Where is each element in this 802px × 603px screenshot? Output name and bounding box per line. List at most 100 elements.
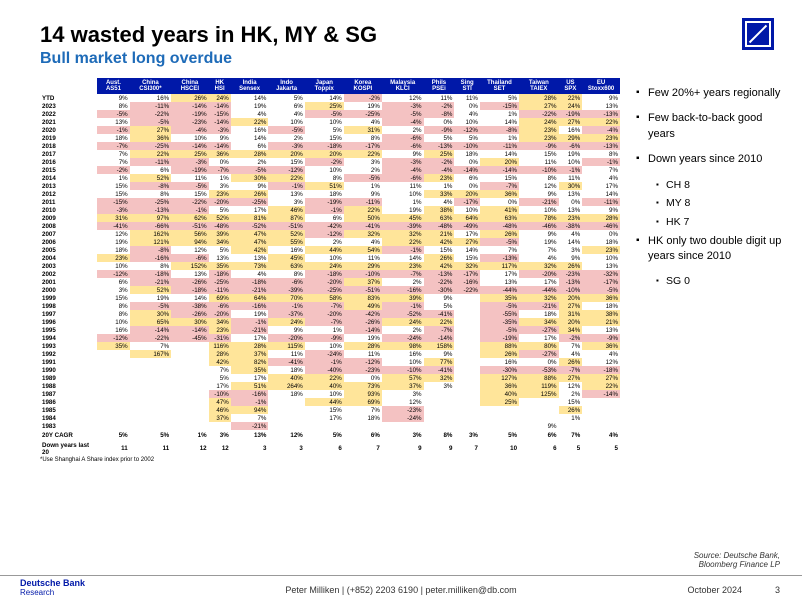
table-cell: 2013 bbox=[40, 182, 97, 190]
table-row: 1994-12%-22%-45%-31%17%-20%-9%19%-24%-14… bbox=[40, 334, 620, 342]
table-cell: -26% bbox=[171, 310, 208, 318]
summary-cell: 12% bbox=[268, 430, 304, 440]
table-cell: 37% bbox=[344, 278, 382, 286]
table-cell: 16% bbox=[268, 246, 304, 254]
table-cell: 31% bbox=[344, 126, 382, 134]
table-cell: -16% bbox=[454, 278, 480, 286]
bullet-level1: Down years since 2010 bbox=[636, 152, 786, 167]
table-cell: 10% bbox=[582, 254, 620, 262]
table-cell: 10% bbox=[305, 118, 344, 126]
table-cell: 2019 bbox=[40, 134, 97, 142]
table-cell: -42% bbox=[305, 222, 344, 230]
table-cell: -14% bbox=[582, 390, 620, 398]
table-cell: -14% bbox=[454, 166, 480, 174]
table-cell bbox=[424, 422, 455, 430]
table-cell: 37% bbox=[209, 414, 231, 422]
table-cell: -66% bbox=[130, 222, 171, 230]
table-cell: 88% bbox=[519, 374, 559, 382]
page-subtitle: Bull market long overdue bbox=[40, 50, 232, 68]
table-cell: -16% bbox=[382, 286, 424, 294]
table-cell: 2011 bbox=[40, 198, 97, 206]
table-cell: -1% bbox=[171, 206, 208, 214]
table-cell: -5% bbox=[171, 182, 208, 190]
table-cell: 37% bbox=[382, 382, 424, 390]
table-row: 199516%-14%-14%23%-21%9%1%-14%2%-7%-5%-2… bbox=[40, 326, 620, 334]
table-cell: -10% bbox=[382, 366, 424, 374]
table-cell: 94% bbox=[171, 238, 208, 246]
table-cell: 2% bbox=[382, 326, 424, 334]
table-cell: 5% bbox=[209, 246, 231, 254]
table-cell: 11% bbox=[519, 158, 559, 166]
table-cell: 4% bbox=[454, 110, 480, 118]
table-cell: 1996 bbox=[40, 318, 97, 326]
table-cell: 23% bbox=[559, 214, 583, 222]
table-cell: 39% bbox=[209, 230, 231, 238]
table-cell: -7% bbox=[480, 182, 519, 190]
table-cell: 3% bbox=[344, 158, 382, 166]
table-cell: 4% bbox=[559, 350, 583, 358]
table-cell: -14% bbox=[171, 142, 208, 150]
table-cell bbox=[209, 422, 231, 430]
table-cell: 1993 bbox=[40, 342, 97, 350]
table-cell: -18% bbox=[130, 270, 171, 278]
table-cell: 0% bbox=[344, 374, 382, 382]
table-row: 201918%36%10%9%14%2%15%8%-6%5%5%1%23%29%… bbox=[40, 134, 620, 142]
table-cell: 1% bbox=[559, 414, 583, 422]
table-cell: 18% bbox=[582, 302, 620, 310]
table-cell: -26% bbox=[344, 318, 382, 326]
summary-cell: 1% bbox=[171, 430, 208, 440]
table-cell: 8% bbox=[582, 150, 620, 158]
table-cell: 1985 bbox=[40, 406, 97, 414]
table-cell: -10% bbox=[559, 286, 583, 294]
table-cell bbox=[519, 398, 559, 406]
table-cell: -40% bbox=[305, 366, 344, 374]
summary-cell: 7 bbox=[344, 440, 382, 457]
table-cell: 152% bbox=[171, 262, 208, 270]
table-cell: 9% bbox=[344, 190, 382, 198]
summary-cell: 5% bbox=[480, 430, 519, 440]
column-header: Indo Jakarta bbox=[268, 78, 304, 94]
table-cell: 17% bbox=[209, 382, 231, 390]
table-cell: 7% bbox=[519, 246, 559, 254]
table-cell: 4% bbox=[231, 110, 269, 118]
table-cell: 10% bbox=[305, 254, 344, 262]
table-cell: 54% bbox=[344, 246, 382, 254]
table-cell: -5% bbox=[582, 286, 620, 294]
table-row: 2015-2%6%-19%-7%-5%-12%10%2%-4%-4%-14%-1… bbox=[40, 166, 620, 174]
table-cell: 7% bbox=[559, 342, 583, 350]
table-cell: -21% bbox=[130, 278, 171, 286]
bullet-level1: Few 20%+ years regionally bbox=[636, 86, 786, 101]
table-cell: 2007 bbox=[40, 230, 97, 238]
table-cell: 36% bbox=[480, 190, 519, 198]
table-cell: 2015 bbox=[40, 166, 97, 174]
table-cell: -13% bbox=[559, 278, 583, 286]
table-cell: -18% bbox=[305, 270, 344, 278]
table-cell: -5% bbox=[480, 302, 519, 310]
table-cell: 82% bbox=[231, 358, 269, 366]
table-cell: 18% bbox=[268, 366, 304, 374]
table-cell: -51% bbox=[344, 286, 382, 294]
table-cell: -6% bbox=[171, 254, 208, 262]
table-cell: 2% bbox=[268, 134, 304, 142]
table-cell: 38% bbox=[582, 310, 620, 318]
summary-cell: 3 bbox=[231, 440, 269, 457]
summary-cell: 4% bbox=[582, 430, 620, 440]
table-cell: 12% bbox=[171, 246, 208, 254]
table-cell: -13% bbox=[582, 142, 620, 150]
table-cell: -8% bbox=[424, 110, 455, 118]
table-cell: -15% bbox=[209, 110, 231, 118]
table-cell bbox=[582, 398, 620, 406]
table-cell: 29% bbox=[559, 134, 583, 142]
table-cell: 1999 bbox=[40, 294, 97, 302]
table-row: 19988%-5%-38%-6%-16%-1%-7%49%-1%5%-5%-21… bbox=[40, 302, 620, 310]
table-cell: -13% bbox=[130, 206, 171, 214]
table-cell: 47% bbox=[231, 238, 269, 246]
table-cell bbox=[171, 342, 208, 350]
table-cell: 36% bbox=[209, 150, 231, 158]
table-row: 199335%7%116%28%115%10%28%98%158%88%80%7… bbox=[40, 342, 620, 350]
table-cell: 65% bbox=[130, 318, 171, 326]
table-cell: 4% bbox=[582, 350, 620, 358]
table-cell: 2005 bbox=[40, 246, 97, 254]
table-cell: 93% bbox=[344, 390, 382, 398]
table-cell: 17% bbox=[231, 334, 269, 342]
